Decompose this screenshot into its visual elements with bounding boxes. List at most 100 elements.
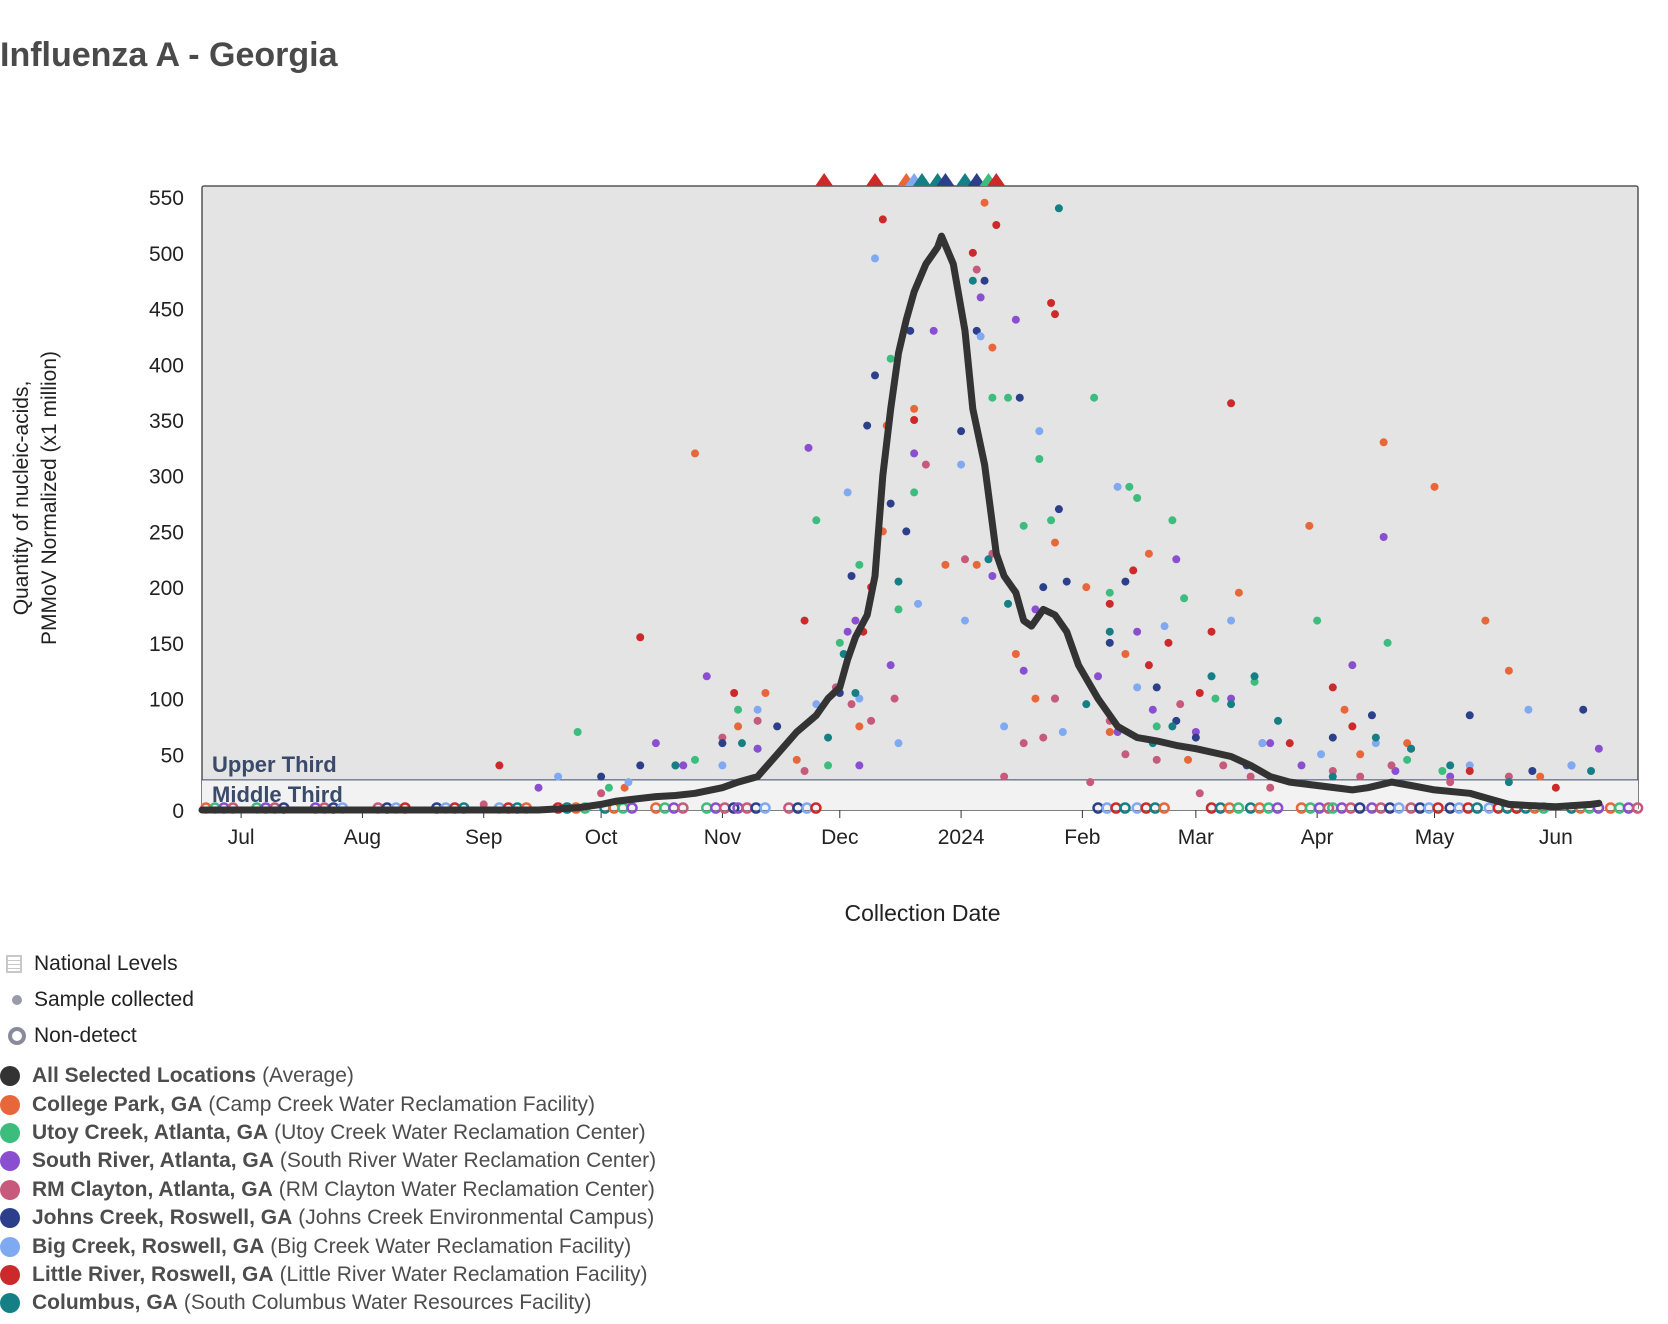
sample-point [1050,694,1059,703]
sample-point [878,215,887,224]
legend-sample-collected: Sample collected [6,982,194,1018]
non-detect-point [1158,802,1170,814]
legend-color-dot-icon [0,1066,20,1087]
sample-point [910,449,919,458]
sample-point [988,393,997,402]
sample-point [867,716,876,725]
sample-point [1504,772,1513,781]
sample-point [800,767,809,775]
sample-point [843,488,852,497]
sample-point [957,460,966,469]
sample-point [1054,204,1063,213]
sample-point [1297,761,1306,770]
legend-location-facility: (Little River Water Reclamation Facility… [279,1262,648,1286]
sample-point [671,761,680,770]
legend-color-dot-icon [0,1151,20,1172]
band-label-middle: Middle Third [212,782,343,807]
ring-icon [8,1027,26,1045]
sample-point [1094,672,1103,681]
sample-point [1133,683,1142,692]
sample-point [988,572,997,580]
sample-point [1105,588,1114,597]
sample-point [1348,661,1357,670]
y-tick-label: 100 [149,689,184,712]
chart-svg: 0 50 100 150 200 250 300 350 400 450 500 550 Quantit… [10,173,1644,849]
small-dot-icon [12,995,22,1005]
sample-point [1328,683,1337,692]
sample-point [929,326,938,335]
sample-point [1371,739,1380,748]
sample-point [1285,739,1294,748]
sample-point [1587,767,1596,775]
non-detect-point [1322,802,1335,814]
sample-point [902,527,911,536]
sample-point [1000,722,1009,731]
sample-point [894,739,903,748]
legend-color-dot-icon [0,1122,20,1143]
legend-location-item[interactable]: College Park, GA (Camp Creek Water Reclam… [0,1090,656,1118]
sample-point [812,700,821,709]
sample-point [1168,516,1177,525]
sample-point [886,354,895,363]
sample-point [1367,711,1376,720]
sample-point [730,689,739,697]
legend-color-dot-icon [0,1094,20,1115]
sample-point [968,276,977,285]
legend-non-detect: Non-detect [6,1018,194,1054]
sample-point [718,739,727,748]
legend-location-item[interactable]: Johns Creek, Roswell, GA (Johns Creek Env… [0,1204,656,1232]
sample-point [984,555,993,564]
sample-point [1152,755,1161,764]
y-tick-label: 200 [149,577,184,600]
sample-point [1105,638,1114,647]
sample-point [1035,427,1044,436]
legend-location-name: Little River, Roswell, GA [32,1262,274,1286]
sample-point [1058,728,1067,736]
sample-point [1391,767,1400,775]
sample-point [1219,761,1228,770]
sample-point [1234,588,1243,597]
sample-point [1031,605,1040,614]
sample-point [910,416,919,424]
out-of-range-marker [955,173,974,186]
legend-location-item[interactable]: All Selected Locations (Average) [0,1062,656,1090]
sample-point [691,755,700,764]
sample-point [1133,494,1142,502]
sample-point [1403,739,1412,748]
legend-national-label: National Levels [34,952,178,975]
legend-location-item[interactable]: RM Clayton, Atlanta, GA (RM Clayton Water… [0,1176,656,1204]
sample-point [1121,650,1130,658]
sample-point [1536,772,1545,781]
sample-point [1035,455,1044,463]
legend-location-facility: (Camp Creek Water Reclamation Facility) [208,1092,596,1116]
sample-point [718,733,727,742]
sample-point [871,254,880,263]
legend-location-item[interactable]: Big Creek, Roswell, GA (Big Creek Water R… [0,1232,656,1260]
legend-location-item[interactable]: Utoy Creek, Atlanta, GA (Utoy Creek Water… [0,1119,656,1147]
sample-point [1144,549,1153,558]
out-of-range-marker [967,173,986,186]
legend-location-item[interactable]: Columbus, GA (South Columbus Water Resour… [0,1289,656,1317]
sample-point [992,221,1001,229]
y-tick-label: 0 [172,800,184,823]
sample-point [1328,733,1337,742]
sample-point [1004,599,1013,608]
legend-location-item[interactable]: Little River, Roswell, GA (Little River W… [0,1261,656,1289]
y-tick-label: 400 [149,354,184,377]
y-axis-title-line1: Quantity of nucleic-acids, [10,381,33,616]
legend-location-item[interactable]: South River, Atlanta, GA (South River Wat… [0,1147,656,1175]
sample-point [804,443,813,452]
legend-location-facility: (South Columbus Water Resources Facility… [183,1291,592,1315]
sample-point [1465,767,1474,775]
sample-point [1317,750,1326,759]
legend-national-levels[interactable]: National Levels [6,946,194,982]
sample-point [1121,750,1130,759]
y-tick-label: 50 [161,744,184,767]
sample-point [1446,772,1455,781]
legend-nondetect-label: Non-detect [34,1024,137,1047]
sample-point [1313,616,1322,625]
sample-point [976,293,985,302]
sample-point [1133,627,1142,636]
y-tick-label: 250 [149,521,184,544]
y-tick-label: 350 [149,410,184,433]
